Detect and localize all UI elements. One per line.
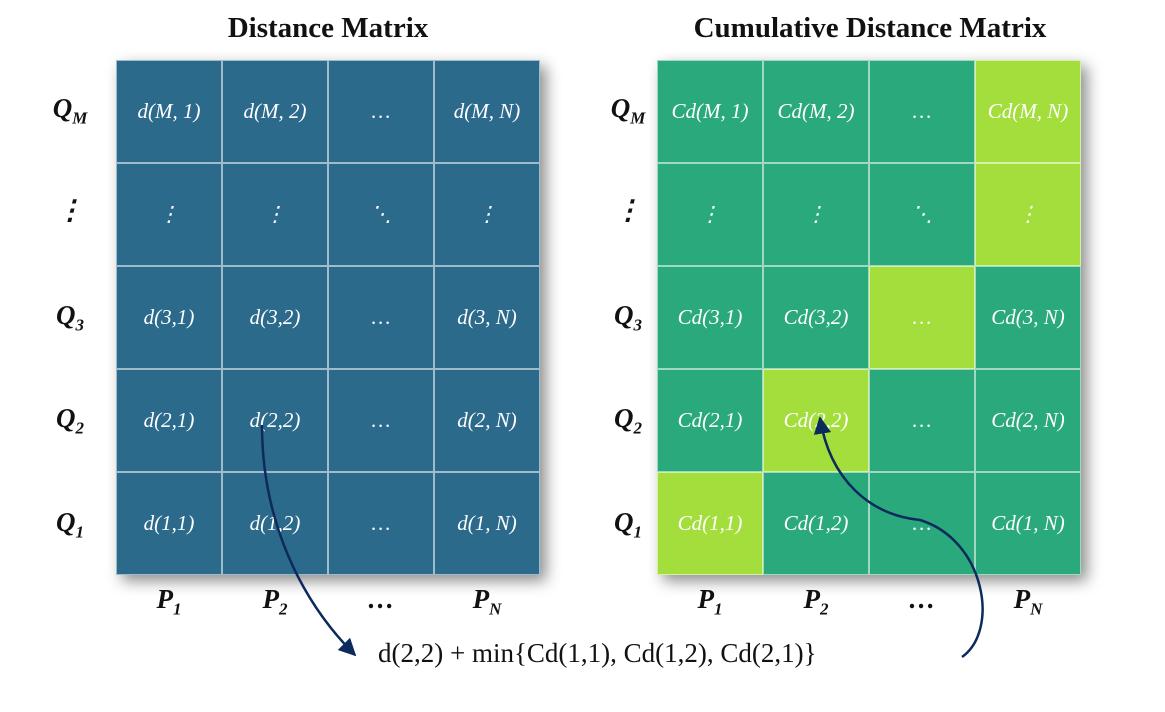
arrow-to-cd22 [813, 416, 984, 659]
distance-cell: d(2, N) [434, 369, 540, 472]
right-col-label: P1 [697, 584, 723, 619]
arrow-to-formula [260, 424, 357, 657]
distance-cell: ⋮ [116, 163, 222, 266]
distance-cell: d(3, N) [434, 266, 540, 369]
distance-cell: … [328, 369, 434, 472]
cumulative-cell: Cd(2, N) [975, 369, 1081, 472]
cumulative-cell: Cd(2,2) [763, 369, 869, 472]
recurrence-formula: d(2,2) + min{Cd(1,1), Cd(1,2), Cd(2,1)} [378, 638, 817, 668]
distance-cell: d(2,2) [222, 369, 328, 472]
cumulative-cell: ⋮ [763, 163, 869, 266]
distance-cell: d(2,1) [116, 369, 222, 472]
distance-cell: ⋮ [222, 163, 328, 266]
distance-cell: d(3,2) [222, 266, 328, 369]
left-col-label: … [367, 584, 395, 614]
cumulative-cell: Cd(3, N) [975, 266, 1081, 369]
right-row-label: Q3 [614, 300, 642, 335]
right-row-label: Q1 [614, 507, 642, 542]
distance-cell: d(1, N) [434, 472, 540, 575]
cumulative-cell: Cd(3,2) [763, 266, 869, 369]
left-col-label: P1 [156, 584, 182, 619]
cumulative-cell: Cd(M, N) [975, 60, 1081, 163]
left-row-label: ⋮ [56, 195, 84, 225]
cumulative-cell: … [869, 266, 975, 369]
left-row-label: QM [52, 93, 88, 128]
distance-cell: d(1,1) [116, 472, 222, 575]
distance-cell: ⋱ [328, 163, 434, 266]
distance-cell: … [328, 266, 434, 369]
cumulative-cell: Cd(M, 2) [763, 60, 869, 163]
cumulative-cell: Cd(2,1) [657, 369, 763, 472]
left-row-label: Q1 [56, 507, 84, 542]
cumulative-matrix-title: Cumulative Distance Matrix [693, 12, 1047, 44]
cumulative-cell: … [869, 369, 975, 472]
left-row-label: Q3 [56, 300, 84, 335]
distance-cell: ⋮ [434, 163, 540, 266]
distance-cell: … [328, 60, 434, 163]
cumulative-cell: Cd(1,1) [657, 472, 763, 575]
left-row-label: Q2 [56, 403, 84, 438]
distance-cell: d(3,1) [116, 266, 222, 369]
cumulative-cell: … [869, 472, 975, 575]
cumulative-cell: Cd(M, 1) [657, 60, 763, 163]
distance-matrix-title: Distance Matrix [227, 12, 429, 44]
right-row-label: ⋮ [614, 195, 642, 225]
cumulative-cell: ⋮ [975, 163, 1081, 266]
distance-cell: d(M, 2) [222, 60, 328, 163]
cumulative-cell: Cd(1, N) [975, 472, 1081, 575]
right-col-label: P2 [803, 584, 829, 619]
cumulative-cell: ⋱ [869, 163, 975, 266]
right-row-label: QM [610, 93, 646, 128]
left-col-label: P2 [262, 584, 288, 619]
cumulative-cell: Cd(3,1) [657, 266, 763, 369]
distance-cell: d(M, N) [434, 60, 540, 163]
right-col-label: PN [1013, 584, 1043, 619]
distance-cell: d(M, 1) [116, 60, 222, 163]
distance-cell: … [328, 472, 434, 575]
distance-matrix: d(M, 1) d(M, 2)… d(M, N) ⋮ ⋮ ⋱ ⋮ d(3,1) d(3,2)… d… [116, 60, 540, 575]
right-row-label: Q2 [614, 403, 642, 438]
left-col-label: PN [472, 584, 502, 619]
cumulative-distance-matrix: Cd(M, 1) Cd(M, 2)… Cd(M, N) ⋮ ⋮ ⋱ ⋮ Cd(3,1) Cd(3… [657, 60, 1081, 575]
cumulative-cell: ⋮ [657, 163, 763, 266]
cumulative-cell: … [869, 60, 975, 163]
right-col-label: … [908, 584, 936, 614]
cumulative-cell: Cd(1,2) [763, 472, 869, 575]
